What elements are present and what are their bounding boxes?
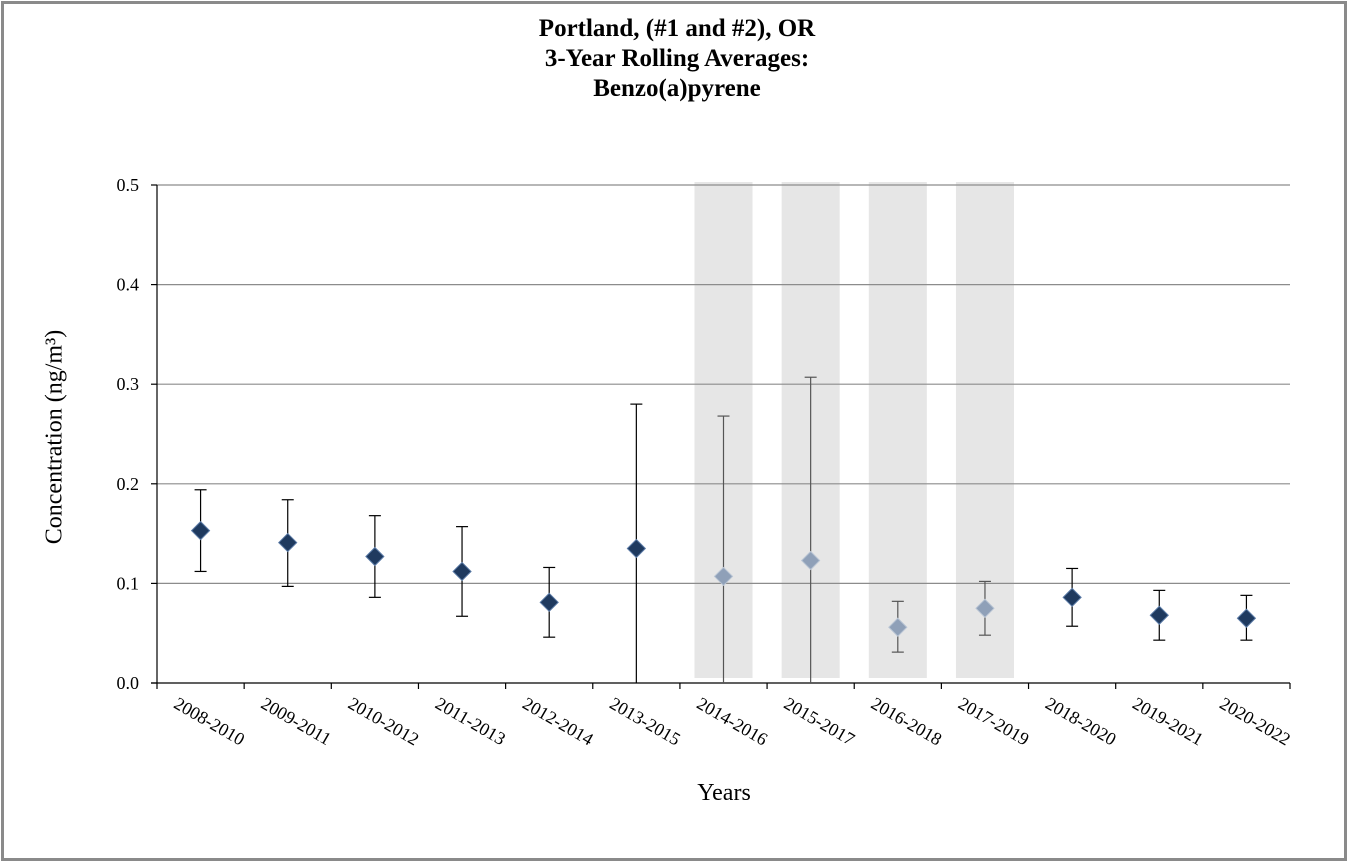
data-point-6	[713, 566, 734, 587]
data-point-12	[1236, 608, 1257, 628]
x-axis-label: Years	[697, 780, 751, 806]
x-tick-label-2: 2010-2012	[345, 693, 423, 749]
chart-title-line-1: Portland, (#1 and #2), OR	[538, 15, 816, 42]
data-point-10	[1062, 587, 1082, 608]
data-point-4	[539, 592, 559, 613]
x-tick-label-4: 2012-2014	[519, 693, 597, 749]
x-tick-label-8: 2016-2018	[868, 693, 946, 749]
data-point-11	[1149, 605, 1169, 625]
y-axis-label: Concentration (ng/m³)	[41, 329, 68, 545]
data-point-9	[975, 598, 995, 619]
y-tick-label-5: 0.5	[117, 175, 140, 195]
chart-title-line-3: Benzo(a)pyrene	[593, 75, 761, 102]
data-point-3	[452, 561, 472, 582]
x-tick-label-10: 2018-2020	[1042, 693, 1120, 749]
data-point-7	[800, 550, 821, 571]
data-point-1	[278, 532, 298, 553]
chart-title: Portland, (#1 and #2), OR 3-Year Rolling…	[0, 14, 1354, 104]
highlight-band-8	[868, 182, 927, 678]
y-tick-label-4: 0.4	[117, 275, 140, 295]
x-tick-label-12: 2020-2022	[1216, 693, 1294, 749]
data-point-5	[626, 538, 647, 559]
data-point-0	[190, 520, 211, 541]
chart-title-line-2: 3-Year Rolling Averages:	[544, 45, 810, 72]
y-tick-label-1: 0.1	[117, 573, 140, 593]
y-tick-label-0: 0.0	[117, 673, 140, 693]
x-tick-label-5: 2013-2015	[606, 693, 684, 749]
data-point-8	[888, 617, 908, 637]
x-tick-label-9: 2017-2019	[955, 693, 1033, 749]
x-tick-label-3: 2011-2013	[432, 693, 509, 749]
x-tick-label-11: 2019-2021	[1129, 693, 1207, 749]
x-tick-label-6: 2014-2016	[694, 693, 772, 749]
x-tick-label-1: 2009-2011	[258, 693, 335, 749]
y-tick-label-3: 0.3	[117, 374, 140, 394]
y-tick-label-2: 0.2	[117, 474, 140, 494]
data-point-2	[365, 546, 385, 567]
x-tick-label-7: 2015-2017	[781, 693, 859, 749]
x-tick-label-0: 2008-2010	[171, 693, 249, 749]
